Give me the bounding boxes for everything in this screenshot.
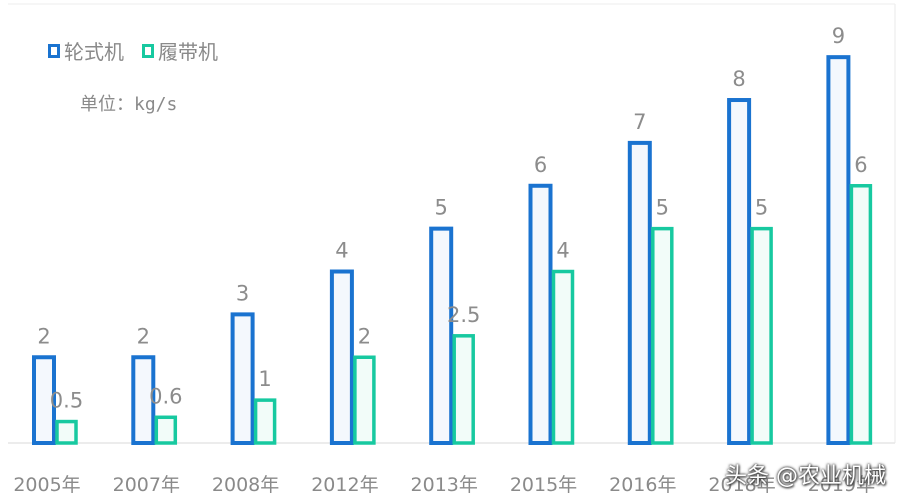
data-label-crawler-7: 5: [755, 196, 768, 220]
data-label-crawler-8: 6: [854, 153, 867, 177]
legend-label-wheeled: 轮式机: [64, 40, 124, 64]
legend-swatch-crawler: [142, 43, 154, 58]
x-tick-label-6: 2016年: [609, 474, 676, 496]
data-labels-group: 2 0.5 2 0.6 3 1 4 2 5 2.5 6 4 7 5 8 5 9 6: [37, 24, 867, 412]
legend-swatch-wheeled: [48, 43, 60, 58]
legend-item-crawler: 履带机: [142, 36, 218, 65]
x-tick-label-0: 2005年: [13, 474, 80, 496]
bar-wheeled-8: [826, 55, 851, 446]
bar-wheeled-4: [429, 226, 454, 445]
bar-crawler-0: [55, 419, 78, 445]
unit-label: 单位：kg/s: [80, 94, 178, 115]
bar-wheeled-7: [727, 98, 752, 446]
bar-wheeled-0: [32, 355, 56, 445]
data-label-wheeled-8: 9: [832, 24, 845, 48]
watermark: 头条 @农业机械: [725, 464, 886, 489]
data-label-crawler-5: 4: [556, 239, 569, 263]
data-label-wheeled-1: 2: [137, 324, 150, 348]
data-label-crawler-4: 2.5: [447, 303, 480, 327]
legend-item-wheeled: 轮式机: [48, 36, 124, 65]
bar-crawler-4: [452, 334, 475, 445]
x-tick-label-2: 2008年: [212, 474, 279, 496]
data-label-crawler-0: 0.5: [50, 389, 83, 413]
bar-crawler-5: [551, 269, 575, 445]
bar-wheeled-1: [131, 355, 156, 445]
legend: 轮式机 履带机: [48, 36, 218, 65]
data-label-wheeled-6: 7: [633, 110, 646, 134]
data-label-wheeled-4: 5: [435, 196, 448, 220]
bar-crawler-2: [253, 398, 277, 445]
x-tick-label-5: 2015年: [510, 474, 577, 496]
bar-wheeled-3: [329, 269, 354, 446]
data-label-wheeled-0: 2: [37, 324, 50, 348]
data-label-crawler-2: 1: [258, 367, 271, 391]
x-tick-label-4: 2013年: [411, 474, 478, 496]
x-tick-label-1: 2007年: [113, 474, 180, 496]
bar-crawler-3: [353, 355, 376, 445]
bar-crawler-8: [849, 184, 873, 445]
x-tick-labels-group: 2005年 2007年 2008年 2012年 2013年 2015年 2016年 2018年…: [13, 474, 875, 496]
bars-group: [32, 55, 873, 446]
bar-crawler-1: [154, 415, 178, 445]
data-label-crawler-3: 2: [358, 324, 371, 348]
bar-wheeled-2: [230, 312, 255, 445]
legend-label-crawler: 履带机: [158, 40, 218, 64]
data-label-wheeled-5: 6: [534, 153, 547, 177]
x-tick-label-8: 2019年: [808, 474, 875, 496]
bar-wheeled-6: [627, 140, 652, 445]
data-label-wheeled-7: 8: [732, 67, 745, 91]
data-label-wheeled-2: 3: [236, 281, 249, 305]
bar-crawler-6: [651, 226, 674, 445]
bar-wheeled-5: [528, 183, 553, 445]
data-label-wheeled-3: 4: [335, 239, 348, 263]
data-label-crawler-1: 0.6: [149, 384, 182, 408]
data-label-crawler-6: 5: [656, 196, 669, 220]
bar-crawler-7: [750, 226, 773, 445]
x-tick-label-3: 2012年: [311, 474, 378, 496]
x-tick-label-7: 2018年: [708, 474, 775, 496]
